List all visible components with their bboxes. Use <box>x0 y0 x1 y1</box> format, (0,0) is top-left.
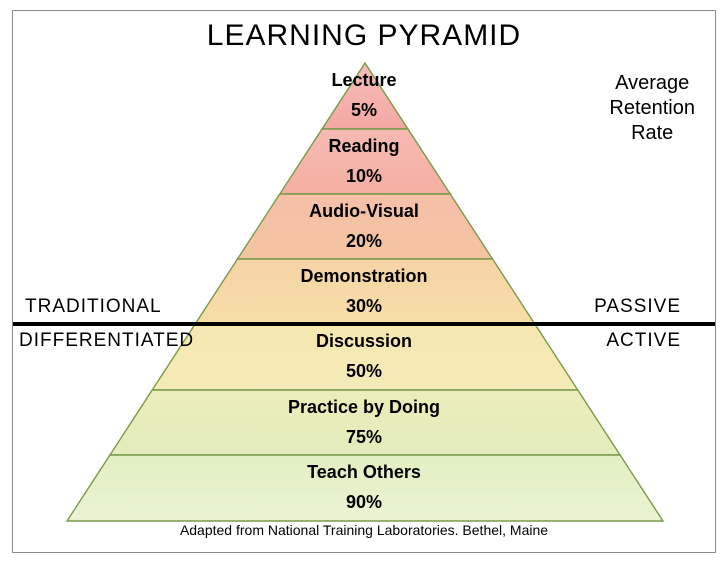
layer-label: Teach Others <box>13 463 715 482</box>
layer-pct: 50% <box>13 362 715 381</box>
layer-label: Reading <box>13 137 715 156</box>
label-traditional: TRADITIONAL <box>25 296 162 318</box>
layer-label: Practice by Doing <box>13 398 715 417</box>
layer-label: Audio-Visual <box>13 202 715 221</box>
layer-pct: 90% <box>13 493 715 512</box>
layer-pct: 5% <box>13 101 715 120</box>
diagram-frame: LEARNING PYRAMID Average Retention Rate … <box>12 10 716 553</box>
layer-pct: 10% <box>13 167 715 186</box>
label-active: ACTIVE <box>606 330 681 352</box>
layer-label: Lecture <box>13 71 715 90</box>
credit-text: Adapted from National Training Laborator… <box>13 522 715 538</box>
divider-line <box>13 322 715 326</box>
layer-pct: 75% <box>13 428 715 447</box>
layer-pct: 20% <box>13 232 715 251</box>
label-differentiated: DIFFERENTIATED <box>19 330 194 352</box>
layer-label: Demonstration <box>13 267 715 286</box>
label-passive: PASSIVE <box>594 296 681 318</box>
